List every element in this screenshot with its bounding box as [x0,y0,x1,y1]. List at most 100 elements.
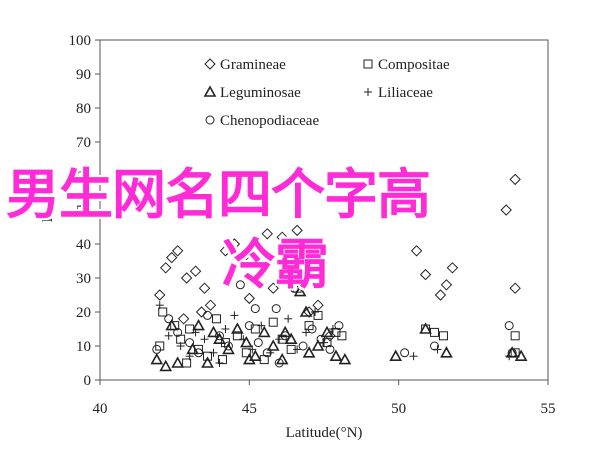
gramineae-point [252,268,265,281]
legend-label-compositae: Compositae [378,57,450,73]
liliaceae-point [433,345,442,354]
liliaceae-point [284,314,293,323]
chenopodiaceae-point [271,304,281,314]
legend-item-compositae: Compositae [363,57,450,73]
chenopodiaceae-point [235,280,245,290]
leguminosae-point [329,349,343,362]
liliaceae-point [505,352,514,361]
compositae-point [158,307,168,317]
leguminosae-point [389,349,403,362]
compositae-point [268,317,278,327]
chenopodiaceae-point [262,348,272,358]
series-gramineae [154,173,521,342]
liliaceae-point [155,301,164,310]
gramineae-point [291,224,303,237]
leguminosae-point [186,342,199,355]
legend-item-chenopodiaceae: Chenopodiaceae [205,113,319,129]
leguminosae-point [514,349,528,362]
gramineae-point [195,306,208,318]
gramineae-point [243,292,256,305]
compositae-point [438,331,448,341]
legend-marker-compositae [363,59,373,69]
chenopodiaceae-point [298,341,308,351]
gramineae-point [285,275,297,288]
gramineae-point [446,262,459,274]
liliaceae-point [215,359,224,367]
liliaceae-point [248,345,257,354]
gramineae-point [189,265,202,277]
compositae-point [430,327,440,337]
leguminosae-point [159,359,173,372]
chenopodiaceae-point [430,341,440,351]
leguminosae-point [338,352,352,365]
leguminosae-point [257,325,271,338]
gramineae-point [440,279,453,291]
liliaceae-point [185,352,194,361]
y-tick-label: 30 [76,271,91,287]
compositae-point [232,331,242,341]
compositae-point [337,331,347,341]
liliaceae-point [275,335,284,344]
compositae-point [203,351,213,361]
legend-label-gramineae: Gramineae [220,57,286,73]
gramineae-point [177,313,190,325]
chenopodiaceae-point [504,321,514,331]
liliaceae-point [191,328,200,337]
leguminosae-point [440,346,453,358]
compositae-point [211,314,221,324]
chenopodiaceae-point [244,321,254,331]
y-tick-label: 20 [76,305,91,321]
y-tick-label: 80 [76,101,91,117]
gramineae-point [500,204,512,216]
y-tick-label: 50 [76,203,91,219]
liliaceae-point [209,348,218,357]
legend-label-liliaceae: Liliaceae [378,85,433,101]
chenopodiaceae-point [316,334,326,344]
gramineae-point [267,282,279,294]
x-tick-label: 45 [242,401,257,417]
legend-item-gramineae: Gramineae [204,57,286,73]
gramineae-point [180,272,193,284]
compositae-point [185,324,195,334]
leguminosae-point [192,318,205,331]
gramineae-point [159,262,172,274]
gramineae-point [434,289,447,301]
gramineae-point [154,289,166,301]
chenopodiaceae-point [400,348,410,358]
y-tick-label: 40 [76,237,91,253]
chenopodiaceae-point [325,344,335,354]
chenopodiaceae-point [280,331,290,341]
liliaceae-point [328,325,337,333]
liliaceae-point [239,335,248,344]
compositae-point [250,324,260,334]
leguminosae-point [207,325,220,338]
y-tick-label: 100 [69,33,92,49]
liliaceae-point [257,321,266,330]
compositae-point [182,358,192,368]
series-compositae [155,283,520,368]
chenopodiaceae-point [214,331,224,341]
leguminosae-point [320,325,334,338]
x-axis-label: Latitude(°N) [286,425,363,441]
overlay-title-line1: 男生网名四个字高 [6,163,431,226]
gramineae-point [509,173,521,186]
compositae-point [304,321,314,331]
leguminosae-point [165,318,179,331]
y-tick-label: 10 [76,339,91,355]
leguminosae-point [293,284,307,297]
gramineae-point [237,251,250,264]
legend-marker-gramineae [204,58,216,70]
gramineae-point [171,245,184,257]
legend-item-liliaceae: Liliaceae [364,85,433,101]
chenopodiaceae-point [250,304,260,314]
leguminosae-point [302,346,316,358]
axis-ticks: 0 10 20 30 40 50 60 70 80 90 100 40 45 50 55 [69,33,556,417]
leguminosae-point [150,352,164,365]
liliaceae-point [200,335,209,344]
liliaceae-point [221,325,230,333]
y-tick-label: 90 [76,67,91,83]
chenopodiaceae-point [203,310,213,320]
compositae-point [241,348,251,358]
compositae-point [217,355,227,365]
